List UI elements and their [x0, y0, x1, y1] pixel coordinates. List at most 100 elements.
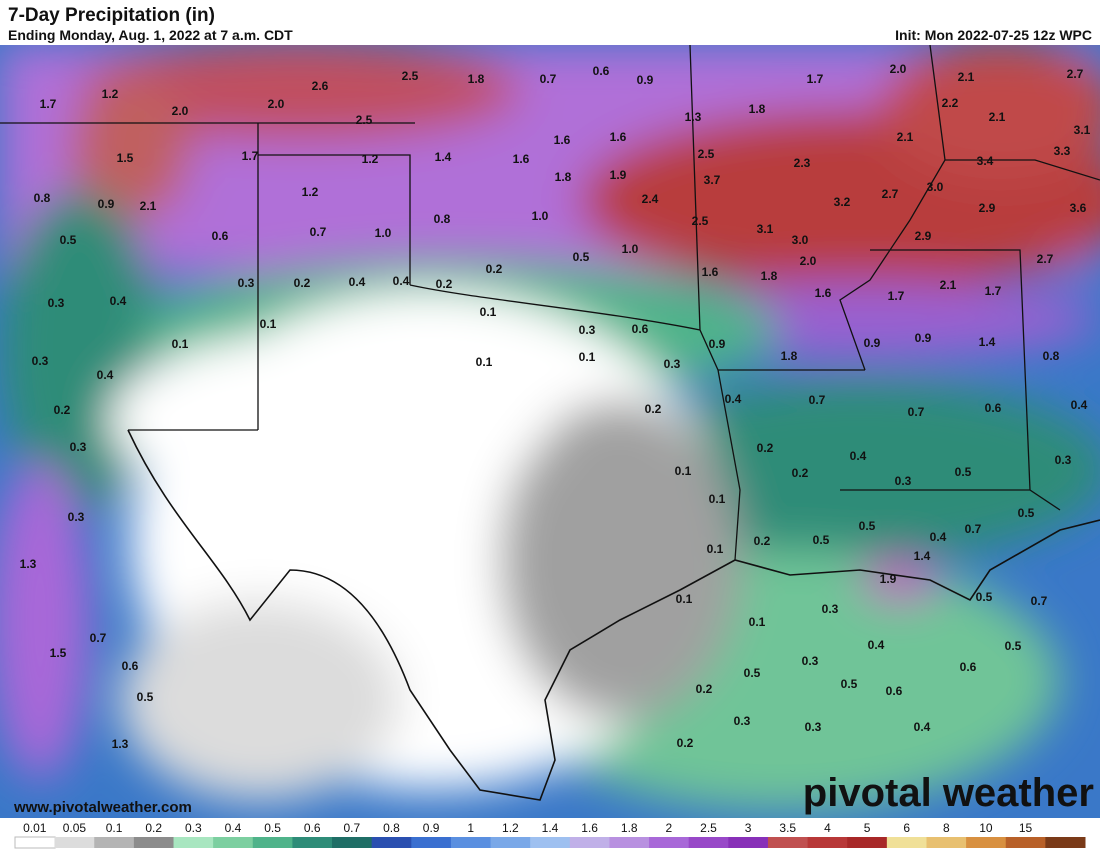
precip-label: 0.7	[540, 72, 557, 86]
precip-label: 0.1	[480, 305, 497, 319]
precip-label: 0.8	[434, 212, 451, 226]
precip-label: 3.4	[977, 154, 994, 168]
precip-label: 0.4	[725, 392, 742, 406]
precip-label: 2.1	[140, 199, 157, 213]
precip-label: 1.3	[685, 110, 702, 124]
precip-label: 0.3	[805, 720, 822, 734]
precip-label: 0.3	[802, 654, 819, 668]
colorbar-label: 6	[903, 821, 910, 835]
colorbar-label: 15	[1019, 821, 1033, 835]
precip-label: 0.2	[754, 534, 771, 548]
precip-label: 3.1	[1074, 123, 1091, 137]
precip-label: 0.1	[172, 337, 189, 351]
precip-label: 0.3	[1055, 453, 1072, 467]
precip-label: 0.2	[54, 403, 71, 417]
colorbar-swatch	[332, 837, 373, 848]
precip-label: 0.2	[677, 736, 694, 750]
precip-label: 1.8	[761, 269, 778, 283]
colorbar-label: 0.5	[264, 821, 281, 835]
precip-label: 0.1	[749, 615, 766, 629]
precip-label: 1.4	[435, 150, 452, 164]
precip-label: 0.3	[32, 354, 49, 368]
precip-label: 0.2	[757, 441, 774, 455]
precip-label: 1.7	[985, 284, 1002, 298]
precip-label: 1.5	[50, 646, 67, 660]
precip-label: 0.9	[864, 336, 881, 350]
precip-label: 0.7	[1031, 594, 1048, 608]
colorbar-label: 0.2	[145, 821, 162, 835]
precip-label: 0.5	[744, 666, 761, 680]
precip-label: 0.6	[212, 229, 229, 243]
precip-label: 2.0	[800, 254, 817, 268]
colorbar-label: 1.4	[542, 821, 559, 835]
precip-label: 0.2	[645, 402, 662, 416]
colorbar-swatch	[649, 837, 690, 848]
precip-label: 2.2	[942, 96, 959, 110]
precip-label: 2.0	[172, 104, 189, 118]
precip-label: 1.5	[117, 151, 134, 165]
precip-label: 0.1	[476, 355, 493, 369]
colorbar-swatch	[213, 837, 254, 848]
init-time: Init: Mon 2022-07-25 12z WPC	[895, 27, 1092, 43]
colorbar-label: 2	[666, 821, 673, 835]
colorbar: 0.01 0.05 0.1 0.2 0.3 0.4 0.5 0.6 0.7 0.8 0.9 1 1.2 1…	[14, 821, 1086, 849]
precip-label: 0.2	[294, 276, 311, 290]
precip-label: 2.5	[356, 113, 373, 127]
precip-label: 2.5	[402, 69, 419, 83]
precip-label: 1.8	[555, 170, 572, 184]
precip-label: 1.7	[888, 289, 905, 303]
precip-label: 0.2	[436, 277, 453, 291]
map-labels: 1.7 1.2 2.0 2.6 2.0 2.5 2.5 1.8 0.7 0.6 0.9 1.3 1.8 1…	[20, 62, 1091, 751]
precip-label: 0.2	[792, 466, 809, 480]
precip-label: 0.4	[868, 638, 885, 652]
colorbar-swatch	[173, 837, 214, 848]
brand-logo: pivotal weather	[803, 771, 1094, 815]
colorbar-swatch	[926, 837, 967, 848]
precip-label: 0.1	[709, 492, 726, 506]
precip-label: 3.0	[792, 233, 809, 247]
precip-label: 1.3	[112, 737, 129, 751]
precip-label: 0.1	[675, 464, 692, 478]
precip-label: 1.8	[781, 349, 798, 363]
precip-field	[0, 40, 1100, 820]
precip-label: 0.3	[238, 276, 255, 290]
precip-label: 0.8	[1043, 349, 1060, 363]
precip-label: 0.5	[859, 519, 876, 533]
precip-label: 0.3	[68, 510, 85, 524]
precip-label: 3.2	[834, 195, 851, 209]
colorbar-label: 0.9	[423, 821, 440, 835]
colorbar-label: 4	[824, 821, 831, 835]
precip-label: 0.3	[822, 602, 839, 616]
precip-label: 0.4	[1071, 398, 1088, 412]
precip-label: 2.4	[642, 192, 659, 206]
subtitle: Ending Monday, Aug. 1, 2022 at 7 a.m. CD…	[8, 27, 293, 43]
precip-label: 0.6	[593, 64, 610, 78]
colorbar-swatch	[807, 837, 848, 848]
colorbar-label: 1.6	[581, 821, 598, 835]
precip-label: 0.5	[1018, 506, 1035, 520]
colorbar-swatch	[371, 837, 412, 848]
precip-label: 3.6	[1070, 201, 1087, 215]
colorbar-swatch	[569, 837, 610, 848]
precip-label: 2.3	[794, 156, 811, 170]
colorbar-swatch	[767, 837, 809, 848]
precip-label: 0.4	[349, 275, 366, 289]
precip-label: 0.1	[676, 592, 693, 606]
precip-label: 2.1	[989, 110, 1006, 124]
precip-label: 1.7	[40, 97, 57, 111]
precip-label: 0.3	[664, 357, 681, 371]
colorbar-label: 3.5	[779, 821, 796, 835]
precip-label: 1.6	[610, 130, 627, 144]
colorbar-swatch	[728, 837, 769, 848]
precip-label: 0.6	[960, 660, 977, 674]
precip-label: 0.4	[393, 274, 410, 288]
colorbar-swatch	[886, 837, 927, 848]
precip-label: 0.9	[98, 197, 115, 211]
precip-label: 0.1	[707, 542, 724, 556]
precip-label: 1.4	[914, 549, 931, 563]
precip-label: 2.1	[940, 278, 957, 292]
precip-label: 1.8	[468, 72, 485, 86]
precip-label: 1.9	[610, 168, 627, 182]
precip-label: 1.8	[749, 102, 766, 116]
